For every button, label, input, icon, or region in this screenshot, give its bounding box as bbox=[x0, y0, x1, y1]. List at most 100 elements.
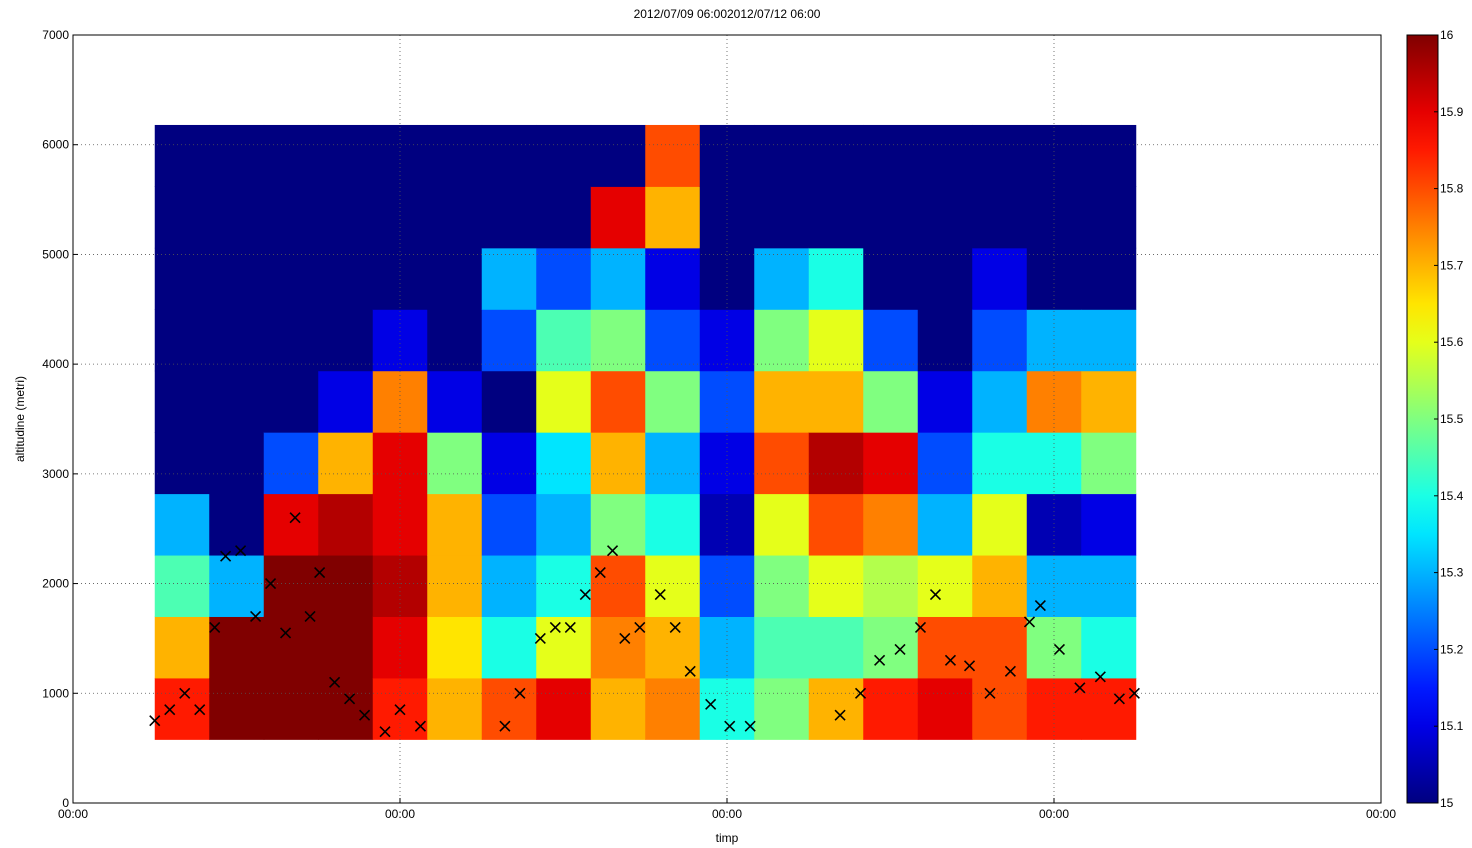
heat-cell bbox=[918, 309, 973, 371]
colorbar bbox=[1407, 35, 1438, 803]
heat-cell bbox=[809, 371, 864, 433]
heat-cell bbox=[482, 616, 537, 678]
heat-cell bbox=[536, 678, 591, 740]
y-tick-label: 6000 bbox=[42, 138, 69, 152]
heat-cell bbox=[918, 186, 973, 248]
heat-cell bbox=[318, 555, 373, 617]
heat-cell bbox=[209, 371, 264, 433]
heat-cell bbox=[427, 616, 482, 678]
heat-cell bbox=[972, 125, 1027, 187]
heat-cell bbox=[645, 678, 700, 740]
heat-cell bbox=[972, 432, 1027, 494]
heat-cell bbox=[972, 678, 1027, 740]
heat-cell bbox=[754, 616, 809, 678]
y-tick-label: 5000 bbox=[42, 247, 69, 261]
heat-cell bbox=[155, 186, 210, 248]
heat-cell bbox=[809, 616, 864, 678]
heat-cell bbox=[863, 555, 918, 617]
heat-cell bbox=[427, 432, 482, 494]
heat-cell bbox=[591, 432, 646, 494]
heat-cell bbox=[209, 248, 264, 310]
heat-cell bbox=[209, 186, 264, 248]
heat-cell bbox=[918, 371, 973, 433]
heat-cell bbox=[918, 248, 973, 310]
y-tick-label: 7000 bbox=[42, 28, 69, 42]
heat-cell bbox=[373, 309, 428, 371]
heat-cell bbox=[318, 186, 373, 248]
heat-cell bbox=[972, 371, 1027, 433]
heat-cell bbox=[972, 616, 1027, 678]
heat-cell bbox=[318, 494, 373, 556]
heat-cell bbox=[536, 125, 591, 187]
heat-cell bbox=[155, 432, 210, 494]
y-tick-label: 3000 bbox=[42, 467, 69, 481]
heat-cell bbox=[972, 555, 1027, 617]
heat-cell bbox=[809, 125, 864, 187]
heat-cell bbox=[536, 432, 591, 494]
heat-cell bbox=[482, 432, 537, 494]
heat-cell bbox=[645, 494, 700, 556]
heat-cell bbox=[863, 309, 918, 371]
x-tick-label: 00:00 bbox=[1366, 807, 1396, 821]
heat-cell bbox=[427, 371, 482, 433]
heat-cell bbox=[754, 371, 809, 433]
heat-cell bbox=[264, 494, 319, 556]
y-axis-label: altitudine (metri) bbox=[13, 376, 27, 462]
heat-cell bbox=[591, 248, 646, 310]
heat-cell bbox=[754, 432, 809, 494]
heat-cell bbox=[700, 309, 755, 371]
heat-cell bbox=[645, 432, 700, 494]
colorbar-tick-label: 15.7 bbox=[1440, 258, 1464, 272]
heat-cell bbox=[591, 494, 646, 556]
heat-cell bbox=[809, 309, 864, 371]
heat-cell bbox=[1027, 494, 1082, 556]
page: 2012/07/09 06:002012/07/12 06:00 timp al… bbox=[0, 0, 1472, 848]
heat-cell bbox=[264, 616, 319, 678]
colorbar-tick-label: 15.6 bbox=[1440, 335, 1464, 349]
heat-cell bbox=[482, 125, 537, 187]
x-tick-label: 00:00 bbox=[58, 807, 88, 821]
heat-cell bbox=[155, 125, 210, 187]
heat-cell bbox=[591, 371, 646, 433]
heat-cell bbox=[264, 432, 319, 494]
heat-cell bbox=[645, 125, 700, 187]
heat-cell bbox=[373, 248, 428, 310]
x-tick-label: 00:00 bbox=[385, 807, 415, 821]
heat-cell bbox=[809, 432, 864, 494]
heat-cell bbox=[754, 494, 809, 556]
heat-cell bbox=[918, 494, 973, 556]
heat-cell bbox=[645, 371, 700, 433]
heat-cell bbox=[754, 309, 809, 371]
heat-cell bbox=[482, 371, 537, 433]
heat-cell bbox=[591, 186, 646, 248]
heat-cell bbox=[1081, 432, 1136, 494]
heat-cell bbox=[863, 371, 918, 433]
heat-cell bbox=[863, 125, 918, 187]
heat-cell bbox=[1081, 678, 1136, 740]
heat-cell bbox=[482, 494, 537, 556]
heat-cell bbox=[809, 186, 864, 248]
heat-cell bbox=[1081, 248, 1136, 310]
colorbar-tick-label: 15.4 bbox=[1440, 489, 1464, 503]
heat-cell bbox=[318, 309, 373, 371]
heat-cell bbox=[809, 494, 864, 556]
colorbar-tick-label: 15 bbox=[1440, 796, 1454, 810]
chart-title: 2012/07/09 06:002012/07/12 06:00 bbox=[634, 7, 821, 21]
heat-cell bbox=[155, 309, 210, 371]
chart: 2012/07/09 06:002012/07/12 06:00 timp al… bbox=[0, 0, 1472, 848]
heat-cell bbox=[209, 678, 264, 740]
heat-cell bbox=[645, 309, 700, 371]
heat-cell bbox=[1081, 309, 1136, 371]
colorbar-tick-label: 15.5 bbox=[1440, 412, 1464, 426]
heat-cell bbox=[918, 678, 973, 740]
x-tick-label: 00:00 bbox=[712, 807, 742, 821]
heat-cell bbox=[536, 616, 591, 678]
heat-cell bbox=[700, 248, 755, 310]
heat-cell bbox=[318, 616, 373, 678]
heat-cell bbox=[155, 494, 210, 556]
heat-cell bbox=[318, 432, 373, 494]
heat-cell bbox=[863, 248, 918, 310]
heat-cell bbox=[863, 678, 918, 740]
heat-cell bbox=[918, 616, 973, 678]
colorbar-tick-label: 15.3 bbox=[1440, 566, 1464, 580]
